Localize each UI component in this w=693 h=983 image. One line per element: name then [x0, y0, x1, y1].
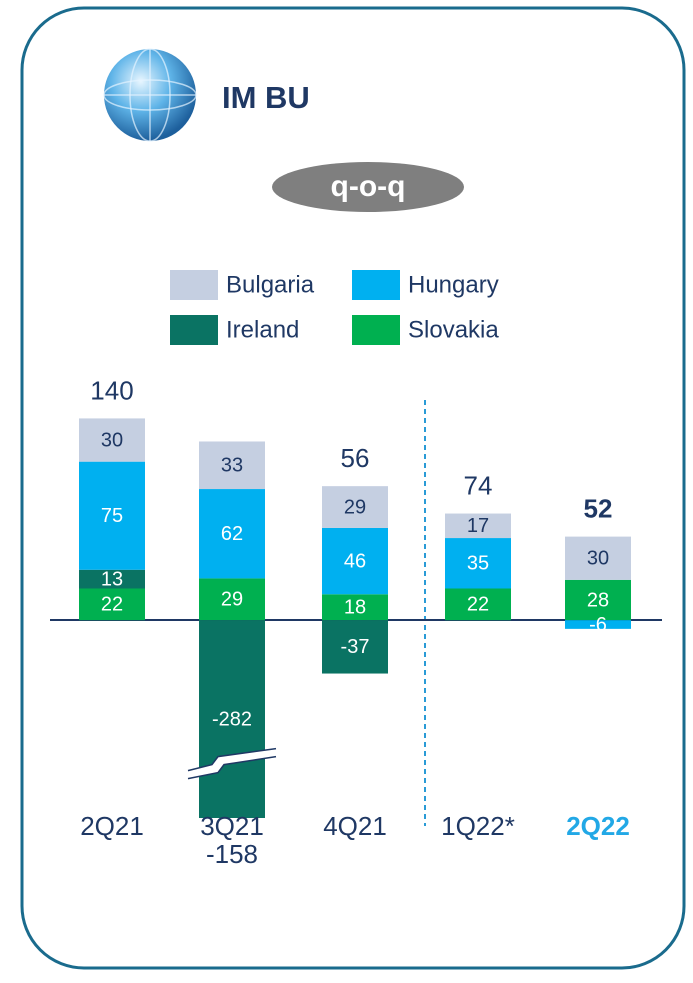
legend-swatch: [170, 315, 218, 345]
chart: IM BU q-o-q Bulgaria Hungary Ireland Slovak…: [0, 0, 693, 978]
x-tick-label: 3Q21: [200, 811, 264, 841]
value-label: 62: [221, 523, 243, 545]
total-label: -158: [206, 839, 258, 869]
value-label: 29: [221, 589, 243, 611]
page: {"chart_data": {"type": "stacked-bar", "…: [0, 0, 693, 978]
globe-icon: [104, 49, 196, 141]
legend-label: Bulgaria: [226, 271, 315, 298]
x-tick-label: 4Q21: [323, 811, 387, 841]
value-label: 22: [467, 594, 489, 616]
value-label: 17: [467, 515, 489, 537]
total-label: 74: [464, 470, 493, 500]
badge-label: q-o-q: [331, 170, 406, 203]
value-label: 46: [344, 550, 366, 572]
value-label: 33: [221, 455, 243, 477]
chart-title: IM BU: [222, 80, 310, 115]
x-tick-label: 1Q22*: [441, 811, 515, 841]
total-label: 52: [584, 493, 613, 523]
legend-label: Slovakia: [408, 316, 499, 343]
legend-label: Hungary: [408, 271, 499, 298]
total-label: 56: [341, 443, 370, 473]
value-label: -282: [212, 708, 252, 730]
value-label: 29: [344, 496, 366, 518]
legend-swatch: [170, 270, 218, 300]
value-label: 30: [101, 429, 123, 451]
legend-swatch: [352, 270, 400, 300]
value-label: -6: [589, 614, 607, 636]
total-label: 140: [90, 375, 133, 405]
x-tick-label: 2Q21: [80, 811, 144, 841]
value-label: 18: [344, 597, 366, 619]
legend-label: Ireland: [226, 316, 299, 343]
x-tick-label: 2Q22: [566, 811, 630, 841]
value-label: 75: [101, 505, 123, 527]
value-label: 13: [101, 568, 123, 590]
value-label: 30: [587, 548, 609, 570]
value-label: 35: [467, 553, 489, 575]
value-label: 22: [101, 594, 123, 616]
legend-swatch: [352, 315, 400, 345]
value-label: 28: [587, 589, 609, 611]
value-label: -37: [341, 636, 370, 658]
